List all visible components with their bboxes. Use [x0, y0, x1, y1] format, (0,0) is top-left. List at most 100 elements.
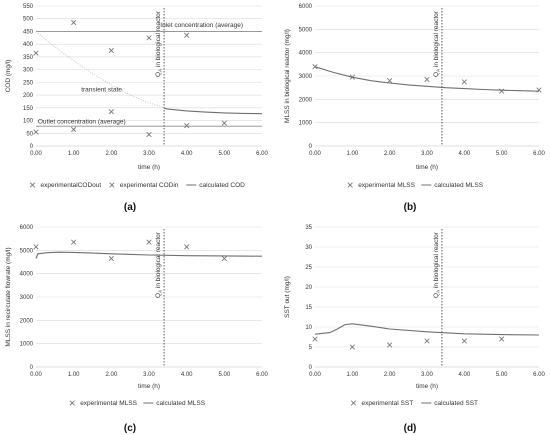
legend-label: experimental MLSS — [80, 400, 137, 407]
legend: experimental MLSS calculated MLSS — [347, 182, 484, 189]
x-tick-label: 6.00 — [533, 372, 545, 378]
x-tick-label: 0.00 — [30, 372, 42, 378]
data-point — [71, 19, 77, 26]
legend-label: experimentalCODout — [41, 182, 102, 189]
data-point — [387, 342, 393, 348]
y-tick-label: 50 — [26, 131, 33, 137]
x-tick-label: 0.00 — [309, 151, 321, 157]
legend-label: calculated SST — [434, 400, 478, 407]
data-point — [461, 338, 467, 344]
y-tick-label: 400 — [23, 42, 34, 48]
x-tick-label: 5.00 — [218, 151, 230, 157]
y-tick-label: 4000 — [299, 51, 313, 57]
y-tick-label: 20 — [305, 285, 312, 291]
x-tick-label: 4.00 — [181, 151, 193, 157]
x-tick-label: 2.00 — [105, 372, 117, 378]
x-axis-label: time (h) — [416, 383, 438, 390]
x-tick-label: 1.00 — [68, 151, 80, 157]
x-tick-label: 1.00 — [346, 151, 358, 157]
annotation: Inlet concentration (average) — [160, 22, 243, 29]
data-point — [312, 336, 318, 342]
qa-label-text: in biological reactor — [433, 231, 440, 290]
y-tick-label: 300 — [23, 68, 34, 74]
y-tick-label: 4000 — [20, 272, 34, 278]
qa-symbol: Q — [433, 72, 440, 77]
y-tick-label: 0 — [309, 144, 313, 150]
y-tick-label: 2000 — [299, 97, 313, 103]
x-tick-label: 1.00 — [346, 372, 358, 378]
panel-label: (d) — [404, 423, 417, 434]
x-tick-label: 3.00 — [143, 151, 155, 157]
x-tick-label: 0.00 — [309, 372, 321, 378]
qa-label-text: in biological reactor — [155, 231, 162, 290]
x-tick-label: 5.00 — [218, 372, 230, 378]
qa-marker-label: QA in biological reactor — [433, 231, 441, 298]
y-tick-label: 500 — [23, 17, 34, 23]
data-point — [33, 244, 39, 250]
x-axis-label: time (h) — [138, 164, 160, 171]
y-tick-label: 35 — [305, 225, 312, 231]
y-tick-label: 2000 — [20, 318, 34, 324]
data-point — [499, 88, 505, 94]
y-tick-label: 100 — [23, 119, 34, 125]
legend-label: calculated MLSS — [156, 400, 205, 407]
panel-label: (b) — [404, 202, 417, 213]
qa-subscript: A — [435, 69, 440, 72]
series-line — [35, 251, 263, 259]
y-tick-label: 450 — [23, 29, 34, 35]
y-tick-label: 0 — [30, 144, 34, 150]
y-axis-label: MLSS in recirculate flowrate (mg/l) — [5, 247, 12, 346]
qa-label-text: in biological reactor — [155, 10, 162, 69]
y-tick-label: 30 — [305, 245, 312, 251]
data-point — [184, 244, 190, 250]
y-tick-label: 350 — [23, 55, 34, 61]
data-point — [33, 129, 39, 135]
legend-label: experimental MLSS — [358, 182, 415, 189]
x-tick-label: 2.00 — [105, 151, 117, 157]
x-tick-label: 2.00 — [384, 151, 396, 157]
y-tick-label: 6000 — [299, 4, 313, 10]
legend-label: experimental CODin — [120, 182, 179, 189]
qa-subscript: A — [158, 69, 163, 72]
data-point — [387, 78, 393, 84]
y-tick-label: 1000 — [299, 121, 313, 127]
y-tick-label: 5000 — [20, 248, 34, 254]
data-point — [424, 338, 430, 344]
data-point — [221, 255, 227, 262]
y-tick-label: 150 — [23, 106, 34, 112]
y-tick-label: 200 — [23, 93, 34, 99]
legend: experimental SST calculated SST — [350, 400, 478, 407]
qa-marker-label: QA in biological reactor — [155, 10, 163, 77]
chart-panel-3: 0 1000 2000 3000 4000 5000 6000 0.00 1.00 2.00 3.0… — [5, 225, 268, 434]
data-point — [424, 76, 430, 83]
qa-subscript: A — [435, 290, 440, 293]
x-tick-label: 3.00 — [143, 372, 155, 378]
y-tick-label: 5 — [309, 345, 313, 351]
data-point — [146, 239, 152, 245]
legend-marker — [350, 400, 357, 406]
y-tick-label: 5000 — [299, 27, 313, 33]
data-point — [184, 123, 190, 129]
x-tick-label: 6.00 — [533, 151, 545, 157]
transient-curve — [35, 31, 165, 109]
data-point — [108, 109, 114, 115]
legend-label: calculated MLSS — [434, 182, 483, 189]
x-tick-label: 3.00 — [421, 372, 433, 378]
y-tick-label: 3000 — [299, 74, 313, 80]
annotation: transient state — [81, 86, 122, 93]
x-tick-label: 4.00 — [458, 372, 470, 378]
y-tick-label: 3000 — [20, 295, 34, 301]
x-tick-label: 5.00 — [496, 372, 508, 378]
data-point — [108, 47, 114, 54]
chart-panel-4: 0 5 10 15 20 25 30 35 0.00 1.00 2.00 3.00 4.00 5.00 6.… — [284, 225, 545, 434]
qa-symbol: Q — [155, 293, 162, 298]
legend-label: experimental SST — [362, 400, 414, 407]
data-point — [146, 131, 152, 138]
x-tick-label: 4.00 — [458, 151, 470, 157]
legend-marker — [29, 182, 36, 188]
data-point — [221, 120, 227, 126]
series-line — [163, 107, 263, 115]
x-axis-label: time (h) — [138, 383, 160, 390]
data-point — [146, 35, 152, 41]
